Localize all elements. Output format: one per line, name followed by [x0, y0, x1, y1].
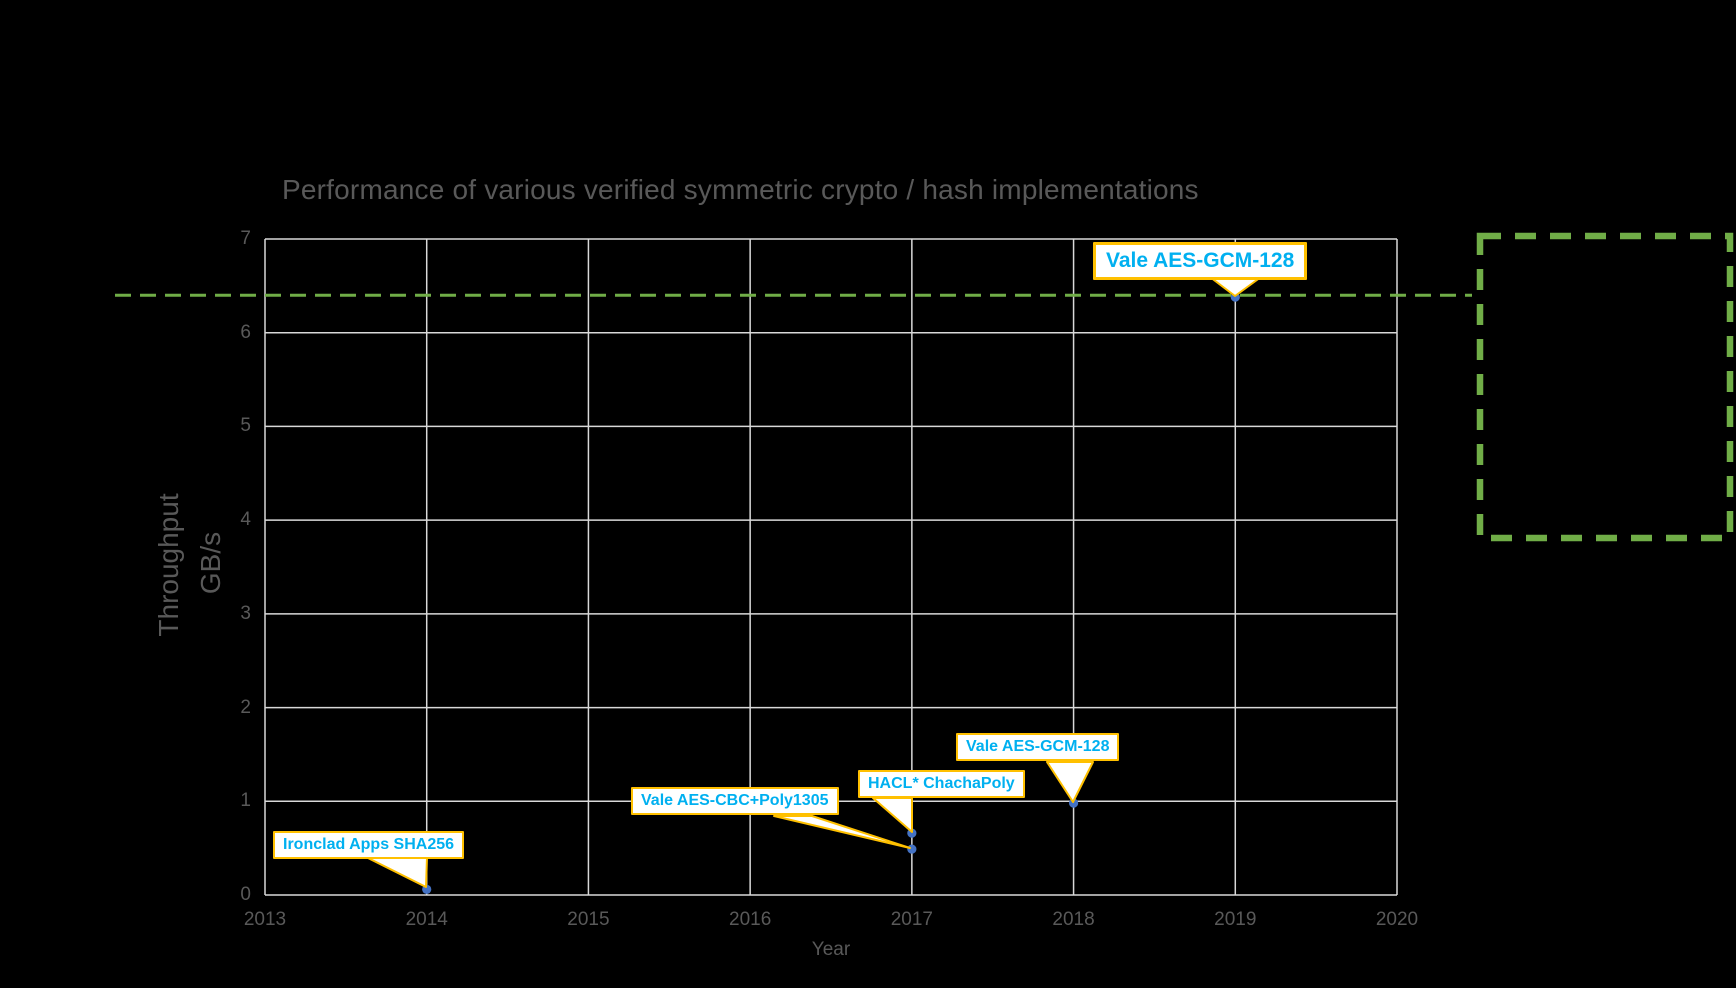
callout-leader — [872, 797, 913, 833]
y-tick-label: 6 — [240, 321, 251, 343]
callout-label: Vale AES-GCM-128 — [956, 733, 1120, 761]
x-tick-label: 2013 — [243, 909, 287, 930]
callout-label: Ironclad Apps SHA256 — [273, 831, 465, 859]
y-tick-label: 5 — [240, 415, 251, 437]
x-tick-label: 2020 — [1375, 909, 1419, 930]
callout-leader — [365, 856, 428, 888]
y-tick-label: 1 — [240, 790, 251, 812]
callout-label: Vale AES-CBC+Poly1305 — [631, 787, 839, 815]
x-tick-label: 2015 — [567, 909, 610, 930]
callout-label: HACL* ChachaPoly — [858, 770, 1025, 798]
x-tick-label: 2017 — [890, 909, 933, 930]
x-axis-title: Year — [811, 939, 851, 960]
y-tick-label: 0 — [240, 884, 251, 905]
y-tick-label: 7 — [240, 228, 251, 249]
x-tick-label: 2019 — [1214, 909, 1257, 930]
callout-leader — [773, 815, 911, 849]
callout-label: Vale AES-GCM-128 — [1093, 242, 1308, 280]
x-tick-label: 2016 — [729, 909, 772, 930]
data-point — [907, 844, 917, 854]
chart-title: Performance of various verified symmetri… — [282, 174, 1199, 205]
y-tick-label: 3 — [240, 602, 251, 624]
y-tick-label: 4 — [240, 509, 251, 531]
x-tick-label: 2018 — [1052, 909, 1095, 930]
y-tick-label: 2 — [240, 696, 251, 718]
y-axis-title-line1: Throughput — [153, 493, 184, 637]
x-tick-label: 2014 — [405, 909, 448, 930]
callout-leader — [1046, 761, 1094, 803]
highlight-dashed-box — [1476, 232, 1734, 542]
y-axis-title-line2: GB/s — [195, 531, 226, 595]
